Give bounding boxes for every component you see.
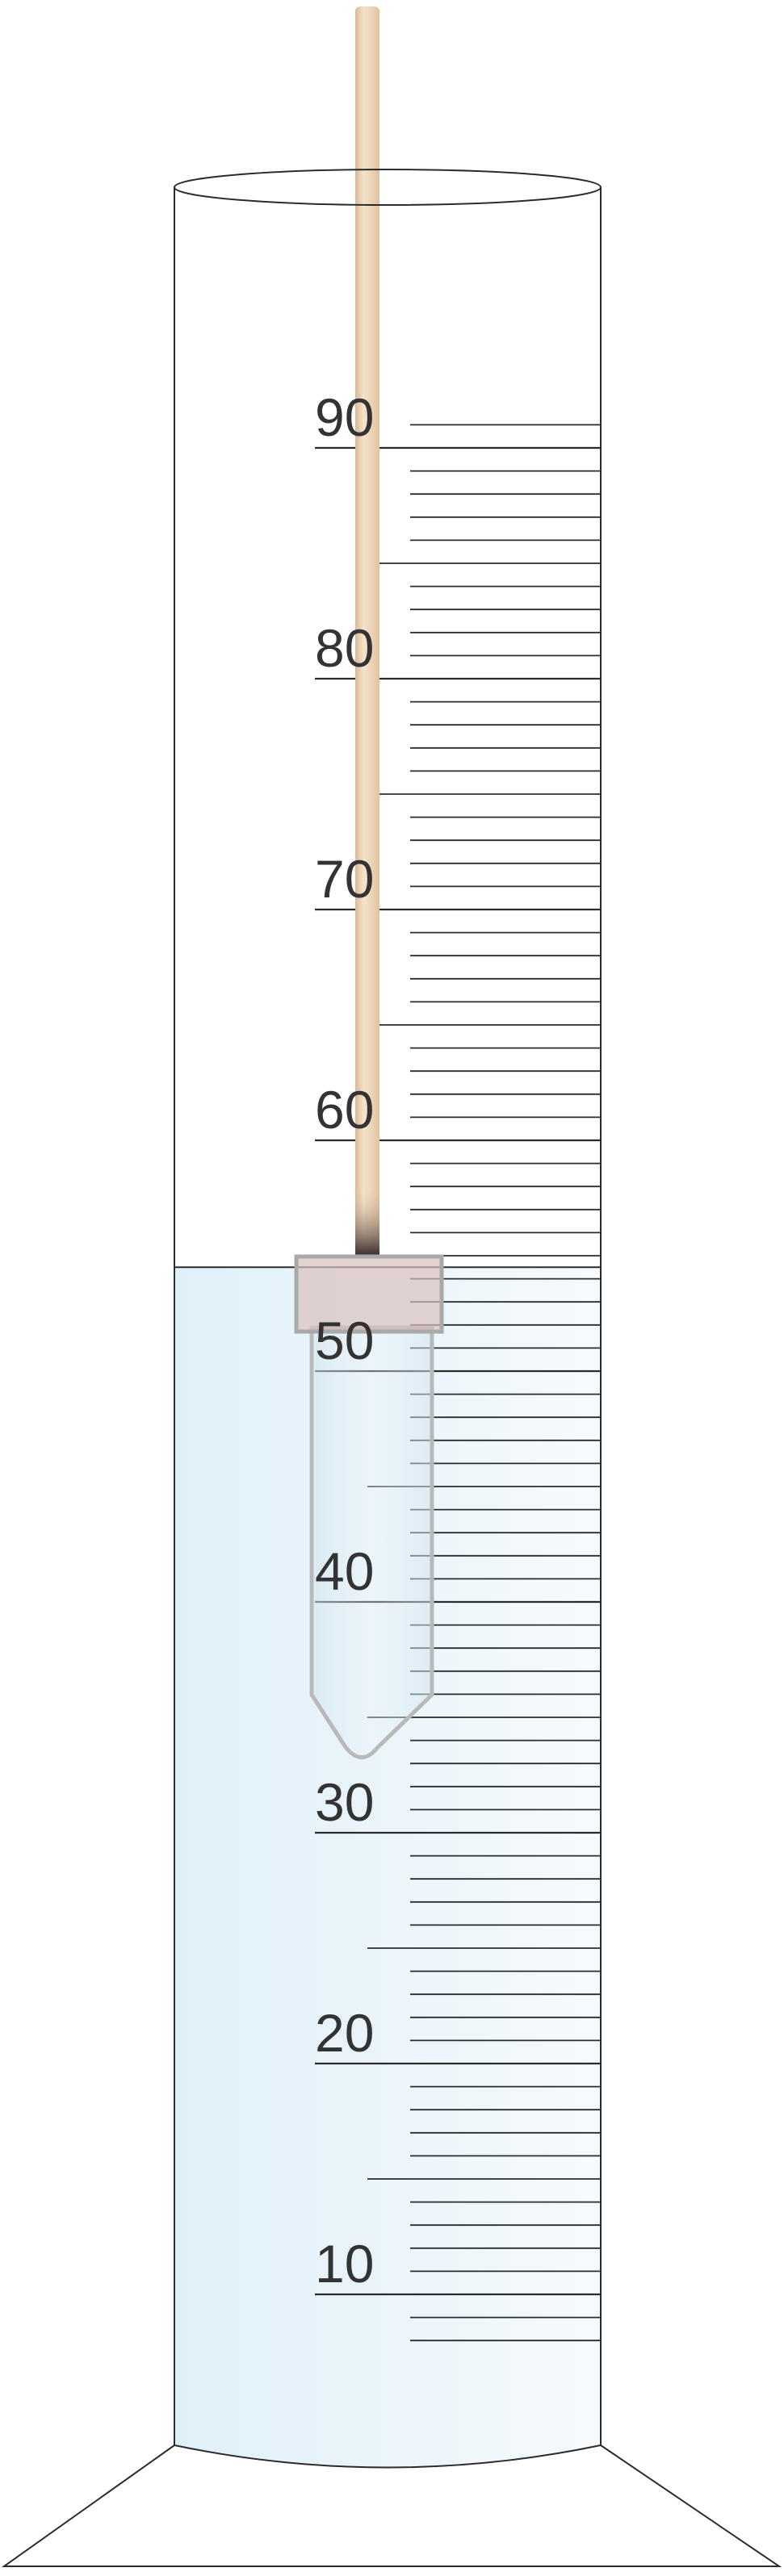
scale-label: 60 [315, 1080, 374, 1140]
scale-labels: 90 80 70 60 50 40 30 20 10 [315, 387, 374, 2294]
hydrometer-stem-dark-base [355, 1190, 379, 1255]
scale-label: 20 [315, 2003, 374, 2063]
scale-label: 70 [315, 849, 374, 909]
graduated-cylinder [1, 169, 782, 2567]
hydrometer-stopper [294, 1254, 444, 1334]
scale-label: 90 [315, 387, 374, 447]
hydrometer-stem [355, 6, 379, 1253]
hydrometer [294, 6, 444, 1759]
hydrometer-tube [309, 1325, 434, 1759]
cylinder-base [1, 2444, 782, 2567]
scale-label: 40 [315, 1541, 374, 1601]
liquid [175, 1267, 600, 2468]
scale-label: 10 [315, 2234, 374, 2294]
graduation-ticks [315, 424, 601, 2342]
cylinder-rim [174, 169, 602, 206]
scale-label: 50 [315, 1311, 374, 1370]
scale-label: 80 [315, 618, 374, 678]
cylinder-bottom-curve [174, 2444, 602, 2469]
scale-label: 30 [315, 1772, 374, 1832]
